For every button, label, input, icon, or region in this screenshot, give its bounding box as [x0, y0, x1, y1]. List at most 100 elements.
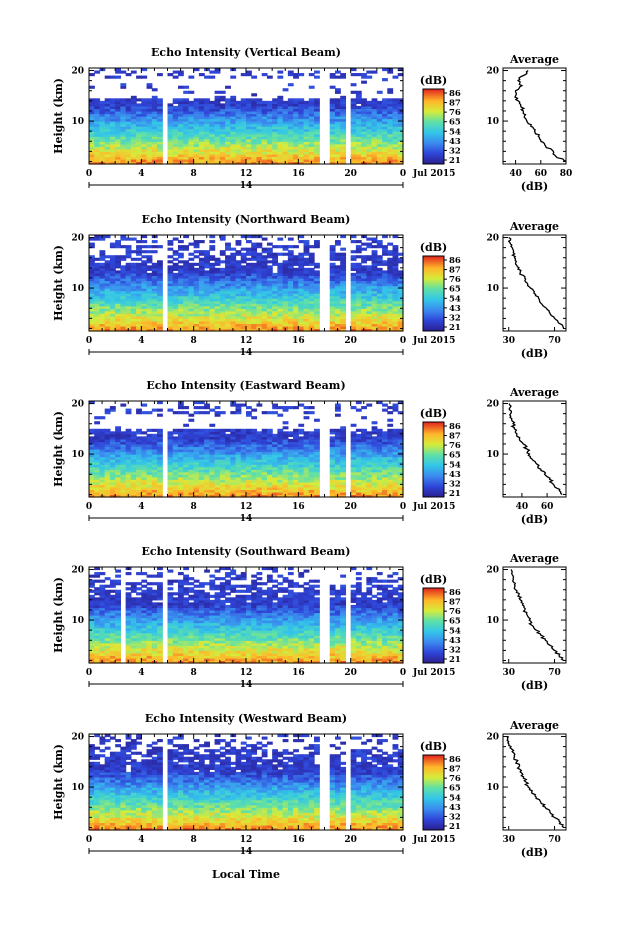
heatmap-cell: [392, 255, 399, 259]
heatmap-cell: [277, 290, 284, 294]
heatmap-cell: [94, 70, 101, 74]
heatmap-cell: [167, 73, 174, 77]
heatmap-cell: [204, 98, 210, 102]
heatmap-cell: [314, 300, 320, 304]
heatmap-cell: [397, 116, 404, 120]
heatmap-cell: [225, 491, 231, 496]
heatmap-cell: [334, 113, 341, 117]
heatmap-cell: [188, 308, 195, 312]
heatmap-cell: [350, 73, 357, 77]
heatmap-cell: [177, 403, 184, 407]
heatmap-cell: [246, 118, 252, 122]
heatmap-cell: [282, 280, 289, 284]
heatmap-cell: [115, 70, 121, 74]
heatmap-cell: [329, 298, 336, 302]
heatmap-cell: [303, 100, 310, 104]
heatmap-cell: [120, 303, 127, 307]
heatmap-cell: [266, 110, 273, 115]
heatmap-cell: [167, 325, 174, 330]
heatmap-cell: [334, 403, 341, 407]
heatmap-cell: [151, 138, 158, 142]
heatmap-cell: [151, 303, 158, 307]
heatmap-cell: [329, 272, 336, 277]
heatmap-cell: [340, 121, 347, 125]
heatmap-cell: [198, 325, 205, 330]
heatmap-cell: [272, 100, 278, 104]
heatmap-cell: [272, 454, 278, 458]
heatmap-cell: [214, 283, 221, 287]
panel-title: Echo Intensity (Vertical Beam): [151, 46, 341, 59]
heatmap-cell: [366, 242, 373, 246]
heatmap-cell: [266, 100, 273, 104]
heatmap-cell: [329, 100, 336, 104]
heatmap-cell: [329, 161, 336, 165]
heatmap-cell: [256, 449, 263, 453]
heatmap-cell: [282, 474, 289, 478]
heatmap-cell: [366, 474, 373, 478]
heatmap-cell: [329, 288, 336, 292]
heatmap-cell: [392, 113, 399, 117]
heatmap-cell: [120, 265, 127, 269]
heatmap-cell: [183, 449, 190, 453]
heatmap-cell: [151, 283, 158, 287]
heatmap-cell: [355, 250, 362, 254]
heatmap-cell: [151, 153, 158, 158]
heatmap-cell: [235, 138, 242, 142]
heatmap-cell: [329, 110, 336, 115]
heatmap-cell: [225, 267, 231, 271]
heatmap-cell: [261, 474, 268, 478]
heatmap-cell: [115, 464, 121, 468]
heatmap-cell: [157, 459, 163, 463]
heatmap-cell: [219, 446, 226, 450]
heatmap-cell: [104, 126, 111, 130]
heatmap-cell: [334, 454, 341, 458]
heatmap-cell: [193, 328, 200, 332]
heatmap-cell: [366, 290, 373, 294]
heatmap-cell: [303, 438, 310, 443]
heatmap-cell: [298, 456, 305, 460]
heatmap-cell: [387, 267, 394, 271]
heatmap-cell: [136, 280, 142, 284]
heatmap-cell: [303, 275, 310, 279]
heatmap-cell: [172, 98, 179, 102]
heatmap-cell: [387, 146, 394, 150]
heatmap-cell: [361, 277, 367, 282]
heatmap-cell: [256, 466, 263, 470]
heatmap-cell: [151, 116, 158, 120]
heatmap-cell: [272, 141, 278, 145]
heatmap-cell: [240, 438, 247, 443]
heatmap-cell: [125, 486, 132, 491]
heatmap-cell: [277, 270, 284, 274]
heatmap-cell: [120, 146, 127, 150]
heatmap-cell: [314, 110, 320, 115]
heatmap-cell: [240, 491, 247, 496]
heatmap-cell: [235, 318, 242, 322]
heatmap-cell: [141, 108, 148, 112]
heatmap-cell: [287, 283, 294, 287]
heatmap-cell: [376, 267, 383, 271]
heatmap-cell: [251, 303, 258, 307]
heatmap-cell: [397, 131, 404, 135]
heatmap-cell: [130, 459, 137, 463]
colorbar-tick-label: 21: [449, 323, 461, 333]
heatmap-cell: [350, 133, 357, 137]
heatmap-cell: [167, 247, 174, 251]
heatmap-cell: [125, 315, 132, 319]
heatmap-cell: [282, 110, 289, 115]
heatmap-cell: [355, 123, 362, 127]
heatmap-cell: [157, 464, 163, 468]
heatmap-cell: [198, 240, 205, 244]
heatmap-cell: [172, 436, 179, 440]
heatmap-cell: [266, 325, 273, 330]
heatmap-cell: [361, 131, 367, 135]
heatmap-cell: [104, 98, 111, 102]
heatmap-cell: [225, 98, 231, 102]
heatmap-cell: [256, 260, 263, 264]
heatmap-cell: [361, 325, 367, 330]
heatmap-cell: [104, 300, 111, 304]
heatmap-cell: [350, 494, 357, 498]
heatmap-cell: [266, 153, 273, 158]
heatmap-cell: [382, 141, 388, 145]
heatmap-cell: [334, 290, 341, 294]
heatmap-cell: [340, 466, 347, 470]
